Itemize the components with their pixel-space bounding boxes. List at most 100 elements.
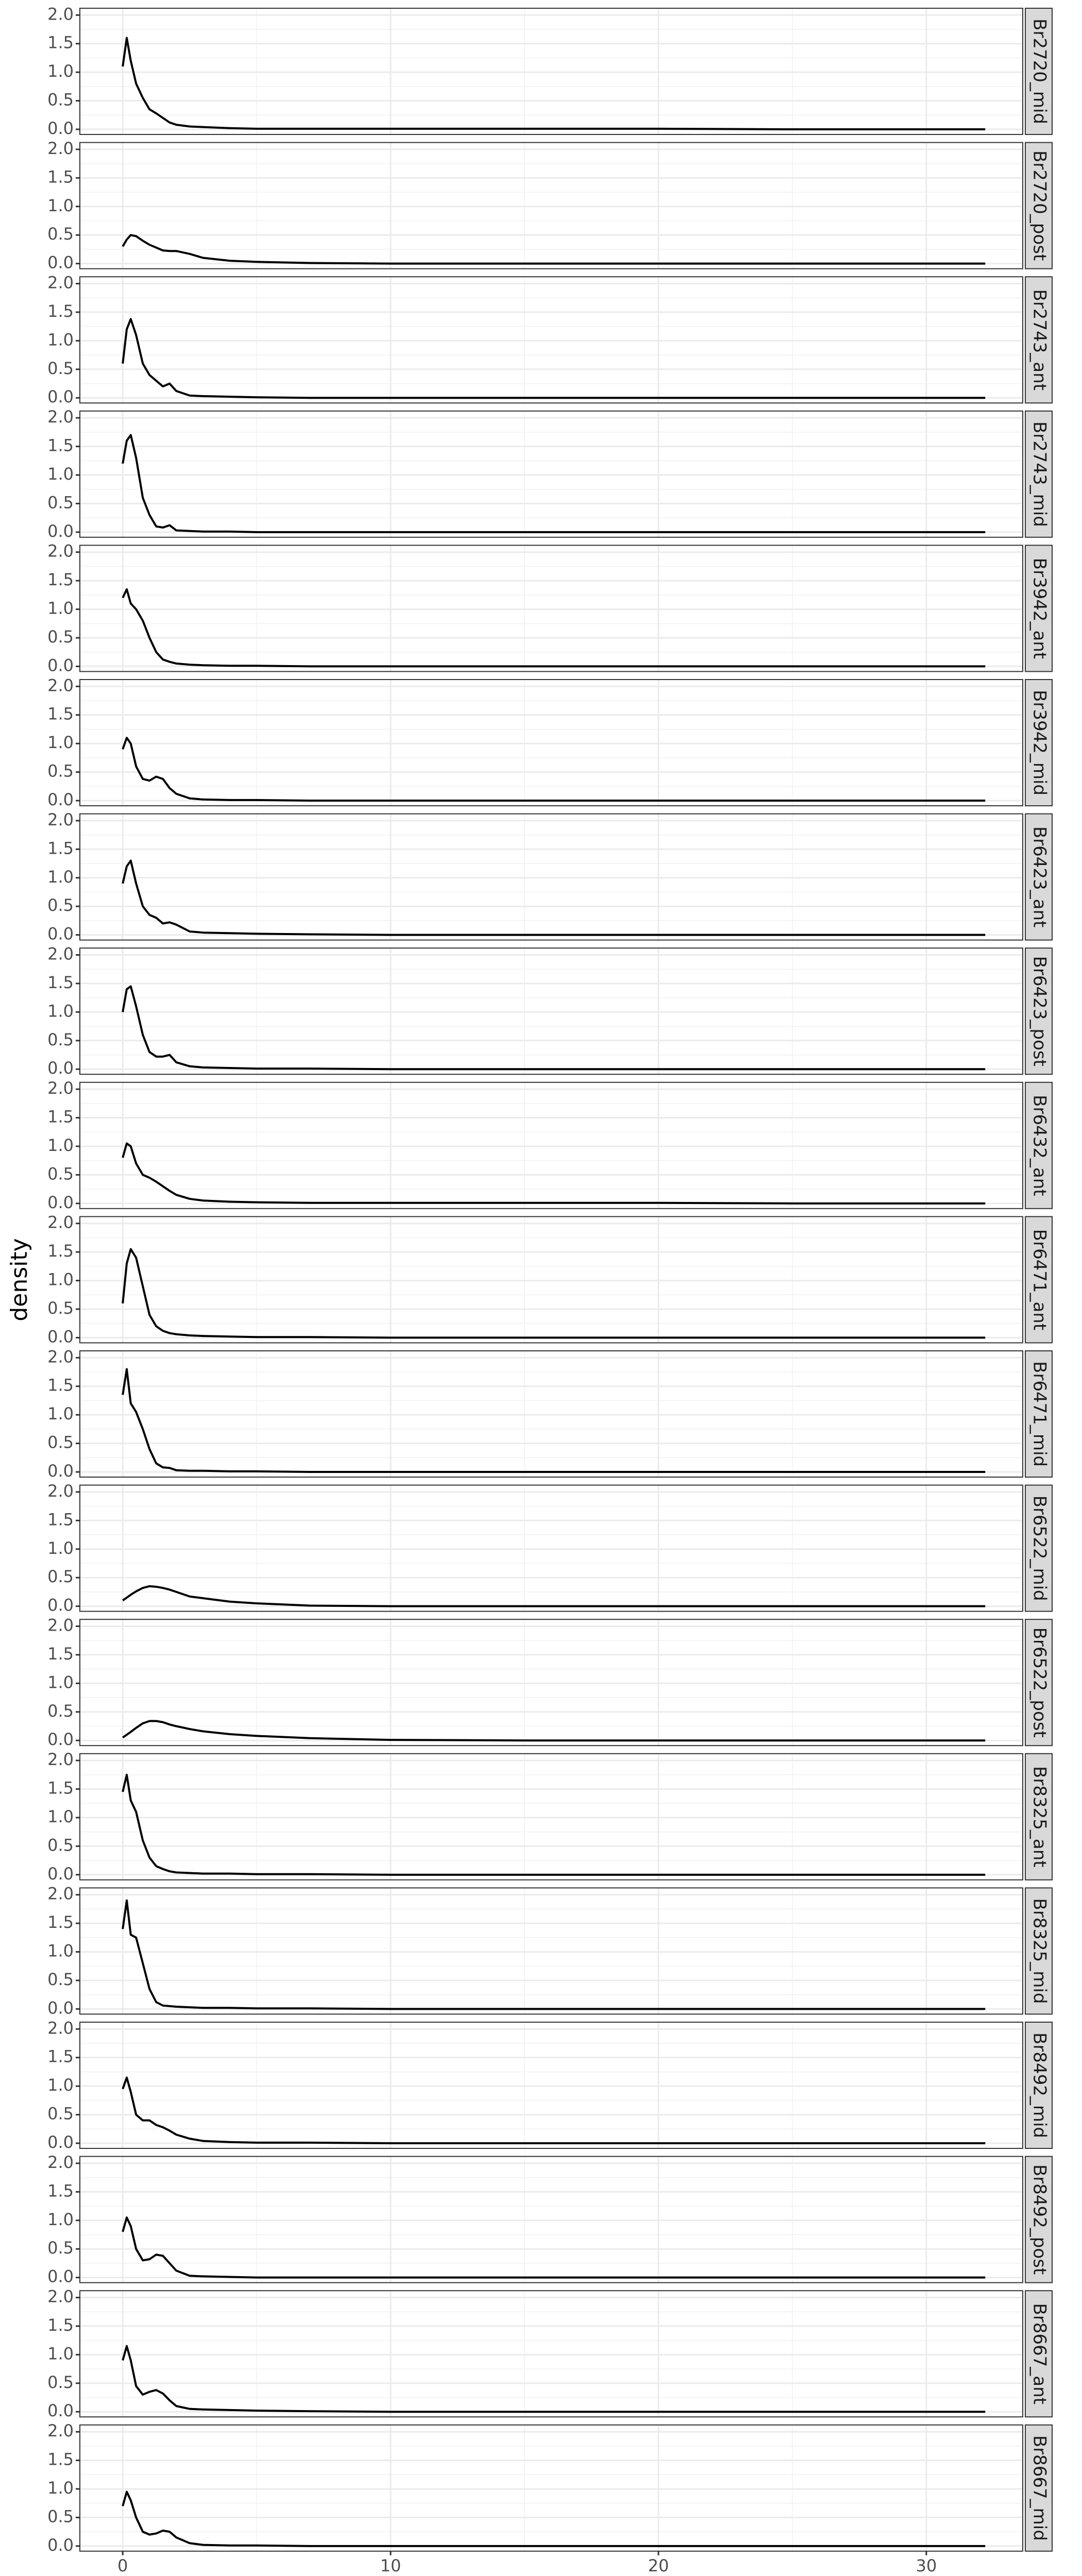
strip-label: Br6471_mid <box>1029 1361 1050 1467</box>
strip-label: Br6522_mid <box>1029 1496 1050 1601</box>
strip-label: Br8667_ant <box>1029 2303 1050 2404</box>
y-tick-label: 2.0 <box>47 4 74 24</box>
panel-border <box>79 1216 1023 1344</box>
strip-label: Br2743_mid <box>1029 421 1050 527</box>
density-line <box>122 2490 986 2547</box>
y-tick-label: 1.5 <box>47 1241 74 1261</box>
y-tick-label: 1.5 <box>47 1376 74 1395</box>
y-tick-label: 1.0 <box>47 61 74 81</box>
y-tick-label: 2.0 <box>47 810 74 829</box>
y-tick-label: 0.0 <box>47 1998 74 2018</box>
y-tick-label: 1.0 <box>47 1270 74 1290</box>
y-tick-label: 0.5 <box>47 2506 74 2526</box>
y-tick-label: 1.0 <box>47 1538 74 1558</box>
y-tick-label: 0.0 <box>47 790 74 809</box>
y-tick-label: 0.5 <box>47 1298 74 1318</box>
y-tick-label: 0.5 <box>47 1567 74 1586</box>
y-tick-label: 0.0 <box>47 2267 74 2286</box>
y-tick-label: 0.5 <box>47 1433 74 1452</box>
y-tick-label: 0.5 <box>47 2238 74 2258</box>
density-line <box>122 2345 986 2413</box>
y-tick-label: 1.5 <box>47 2047 74 2066</box>
density-line <box>122 1899 986 2010</box>
density-line <box>122 318 986 399</box>
y-tick-label: 0.0 <box>47 1193 74 1212</box>
y-tick-label: 0.5 <box>47 761 74 781</box>
panel-border <box>79 2156 1023 2283</box>
y-tick-label: 0.0 <box>47 118 74 138</box>
x-tick-label: 20 <box>648 2556 669 2575</box>
panel-border <box>79 1619 1023 1747</box>
y-tick-label: 0.0 <box>47 1461 74 1481</box>
y-tick-label: 1.0 <box>47 1136 74 1155</box>
y-tick-label: 1.5 <box>47 1510 74 1529</box>
y-tick-label: 0.5 <box>47 493 74 512</box>
y-tick-label: 0.0 <box>47 521 74 541</box>
strip-label: Br6423_ant <box>1029 826 1050 928</box>
density-line <box>122 234 986 265</box>
y-tick-label: 1.5 <box>47 1107 74 1127</box>
x-tick-label: 10 <box>380 2556 401 2575</box>
strip-label: Br8325_mid <box>1029 1898 1050 2004</box>
panel-border <box>79 1887 1023 2015</box>
y-tick-label: 2.0 <box>47 541 74 561</box>
y-tick-label: 0.5 <box>47 224 74 244</box>
density-line <box>122 2216 986 2279</box>
strip-background <box>1025 1753 1053 1880</box>
y-tick-label: 1.0 <box>47 1807 74 1826</box>
strip-background <box>1025 2022 1053 2149</box>
strip-background <box>1025 813 1053 941</box>
density-line <box>122 859 986 936</box>
y-tick-label: 1.5 <box>47 838 74 858</box>
strip-background <box>1025 1350 1053 1478</box>
y-tick-label: 2.0 <box>47 675 74 695</box>
y-tick-label: 1.5 <box>47 973 74 992</box>
y-tick-label: 1.0 <box>47 1672 74 1692</box>
y-tick-label: 2.0 <box>47 1213 74 1232</box>
y-tick-label: 2.0 <box>47 139 74 158</box>
y-tick-label: 0.0 <box>47 1596 74 1615</box>
panel-border <box>79 1350 1023 1478</box>
strip-label: Br8492_mid <box>1029 2032 1050 2138</box>
density-line <box>122 1142 986 1205</box>
y-tick-label: 1.5 <box>47 301 74 321</box>
x-tick-label: 0 <box>117 2556 128 2575</box>
y-tick-label: 0.5 <box>47 1030 74 1049</box>
strip-background <box>1025 8 1053 135</box>
y-tick-label: 0.0 <box>47 1327 74 1346</box>
strip-label: Br8492_post <box>1029 2164 1050 2275</box>
panel-border <box>79 410 1023 538</box>
y-tick-label: 2.0 <box>47 407 74 427</box>
y-tick-label: 2.0 <box>47 1347 74 1366</box>
y-tick-label: 1.0 <box>47 1941 74 1961</box>
strip-background <box>1025 410 1053 538</box>
density-line <box>122 588 986 668</box>
y-tick-label: 0.0 <box>47 2535 74 2555</box>
y-tick-label: 0.5 <box>47 895 74 915</box>
y-tick-label: 2.0 <box>47 273 74 293</box>
panel-border <box>79 1081 1023 1209</box>
y-tick-label: 0.5 <box>47 1164 74 1183</box>
panel-border <box>79 1753 1023 1880</box>
y-tick-label: 2.0 <box>47 1616 74 1635</box>
strip-background <box>1025 276 1053 404</box>
y-tick-label: 1.5 <box>47 1644 74 1664</box>
strip-background <box>1025 2290 1053 2418</box>
y-tick-label: 2.0 <box>47 944 74 964</box>
density-line <box>122 2076 986 2145</box>
strip-label: Br2720_mid <box>1029 19 1050 124</box>
y-tick-label: 1.0 <box>47 599 74 618</box>
y-tick-label: 2.0 <box>47 2421 74 2441</box>
y-tick-label: 1.0 <box>47 2075 74 2095</box>
y-tick-label: 0.0 <box>47 253 74 273</box>
density-line <box>122 985 986 1071</box>
y-tick-label: 0.0 <box>47 655 74 675</box>
y-tick-label: 1.0 <box>47 2344 74 2363</box>
y-tick-label: 1.0 <box>47 2210 74 2229</box>
panel-border <box>79 1484 1023 1612</box>
strip-label: Br2743_ant <box>1029 289 1050 391</box>
y-tick-label: 1.5 <box>47 2315 74 2335</box>
strip-background <box>1025 1619 1053 1747</box>
density-line <box>122 37 986 131</box>
